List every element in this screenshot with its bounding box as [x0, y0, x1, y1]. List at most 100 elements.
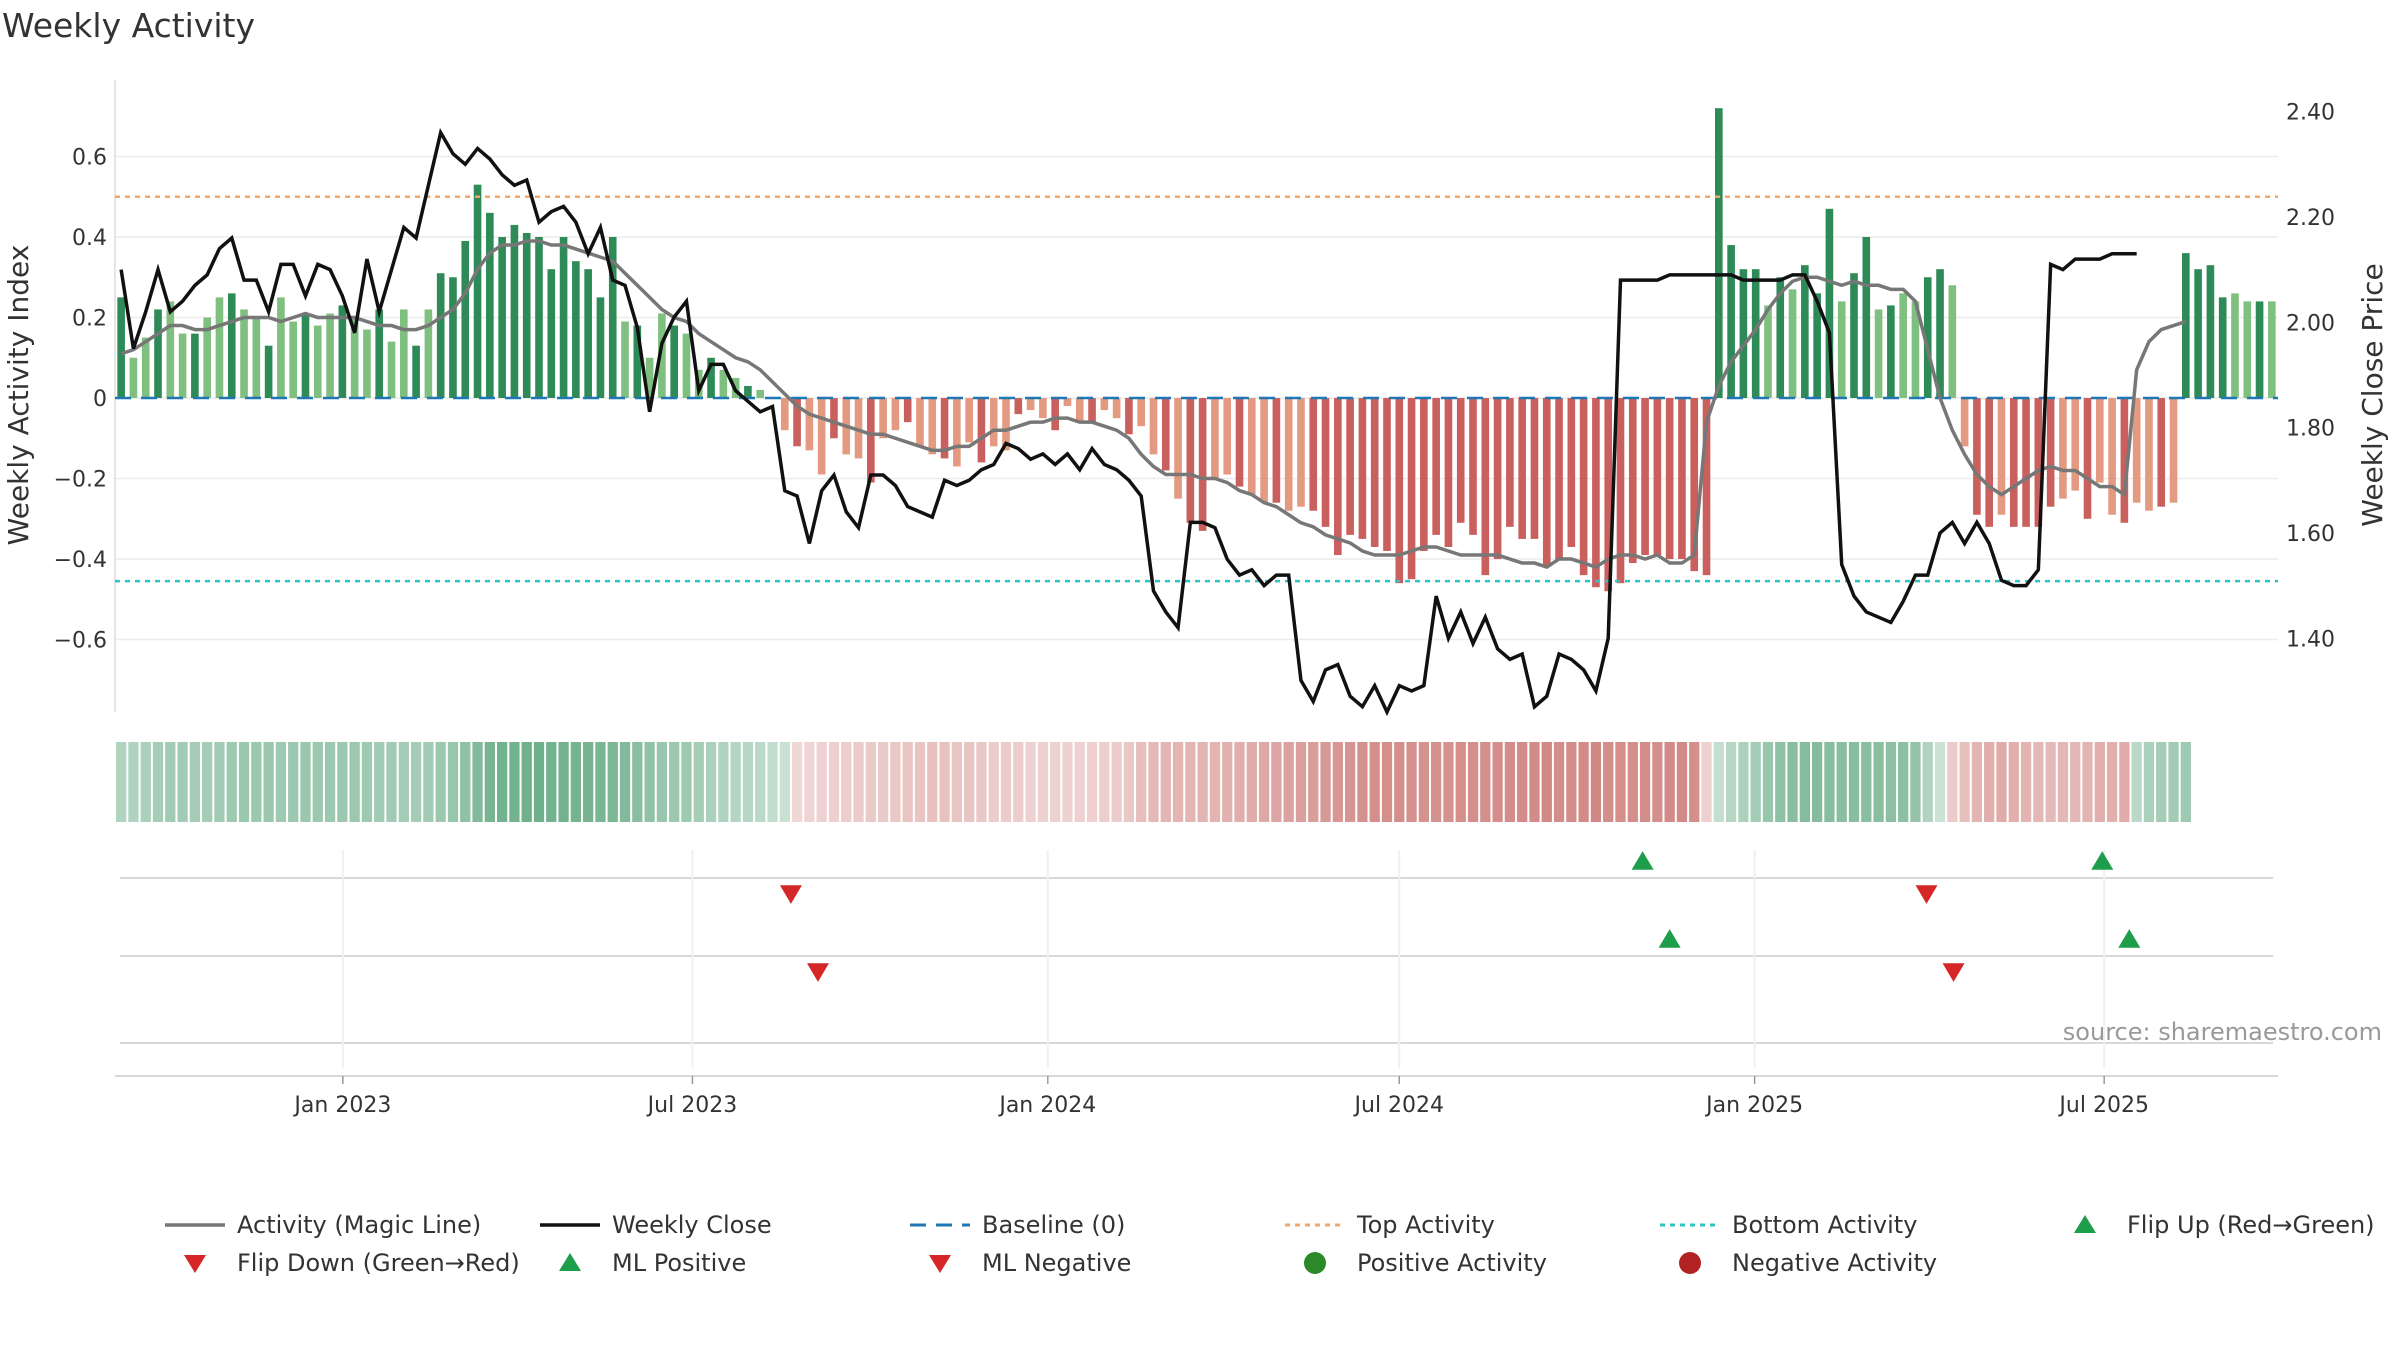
heat-cell [460, 742, 471, 822]
heat-cell [1689, 742, 1700, 822]
legend: Activity (Magic Line) Weekly Close Baselin… [165, 1211, 2375, 1277]
heat-cell [1467, 742, 1479, 822]
legend-label: Activity (Magic Line) [237, 1211, 481, 1239]
activity-bar [1112, 398, 1121, 419]
reference-lines [115, 195, 2278, 583]
heat-cell [1074, 742, 1085, 822]
heat-cell [1652, 742, 1663, 822]
heat-cell [1959, 742, 1970, 822]
heat-cell [312, 742, 323, 822]
x-tick-label: Jan 2023 [292, 1093, 391, 1118]
activity-bar [1776, 277, 1785, 399]
heat-cell [1172, 742, 1184, 822]
activity-bar [154, 309, 162, 399]
heat-cell [595, 742, 606, 822]
activity-bar [1862, 236, 1871, 399]
activity-bar [1899, 293, 1907, 399]
heat-cell [828, 742, 840, 822]
heat-cell [877, 742, 889, 822]
activity-bar [1837, 301, 1846, 399]
heat-cell [1246, 742, 1257, 822]
activity-bar [178, 333, 187, 399]
activity-bar [891, 398, 900, 431]
heat-cell [1603, 742, 1614, 822]
heat-cell [939, 742, 950, 822]
magic-line [120, 239, 2187, 570]
activity-bar [1063, 398, 1072, 407]
heat-cell [1615, 742, 1626, 822]
heat-cell [632, 742, 643, 822]
y-axis-right: 2.40 2.20 2.00 1.80 1.60 1.40 [2286, 101, 2335, 653]
activity-bar [1469, 398, 1477, 535]
heat-cell [1566, 742, 1577, 822]
activity-bar [522, 232, 531, 399]
heat-cell [1578, 742, 1589, 822]
heat-cell [214, 742, 225, 822]
activity-bar [830, 398, 838, 439]
activity-bar [1530, 398, 1539, 539]
activity-bar [1223, 398, 1232, 475]
heat-cell [570, 742, 582, 822]
y-tick-label: −0.6 [54, 629, 107, 654]
activity-bar [1481, 398, 1490, 576]
activity-bar [2059, 398, 2067, 499]
activity-bar [387, 341, 396, 399]
activity-bar [1161, 398, 1170, 471]
chart-title: Weekly Activity [2, 6, 256, 45]
heat-cell [398, 742, 409, 822]
activity-bar [486, 212, 494, 399]
activity-bar [1616, 398, 1625, 584]
activity-bar [2255, 301, 2264, 399]
heat-cell [890, 742, 901, 822]
x-axis: Jan 2023 Jul 2023 Jan 2024 Jul 2024 Jan 2025… [292, 1076, 2149, 1118]
activity-bar [1665, 398, 1674, 560]
activity-bar [2022, 398, 2030, 527]
heat-cell [1258, 742, 1270, 822]
activity-bar [2095, 398, 2104, 483]
heat-cell [853, 742, 864, 822]
activity-bar [2009, 398, 2018, 527]
activity-bar [277, 297, 285, 399]
legend-item: Flip Down (Green→Red) [184, 1249, 520, 1277]
activity-bar [1973, 398, 1981, 515]
activity-bar [449, 277, 457, 399]
heat-cell [1984, 742, 1995, 822]
legend-label: ML Positive [612, 1249, 746, 1277]
heat-cell [681, 742, 692, 822]
activity-bar [1444, 398, 1453, 547]
activity-bar [1407, 398, 1416, 580]
weekly-close-line [119, 127, 2137, 717]
heat-cell [730, 742, 741, 822]
activity-bar [645, 357, 654, 399]
activity-bar [1678, 398, 1686, 560]
activity-bar [240, 309, 248, 399]
activity-bar [1198, 398, 1207, 531]
heat-cell [128, 742, 139, 822]
heat-cell [1332, 742, 1343, 822]
activity-bar [572, 261, 580, 399]
legend-item: Flip Up (Red→Green) [2074, 1211, 2375, 1239]
activity-bar [1936, 269, 1944, 399]
activity-bar [621, 321, 629, 399]
legend-item: Positive Activity [1304, 1249, 1547, 1277]
heat-cell [607, 742, 618, 822]
heat-cell [1910, 742, 1921, 822]
activity-bar [1309, 398, 1318, 511]
activity-heat-strip [116, 742, 2191, 822]
activity-bar [1247, 398, 1256, 495]
heat-cell [1394, 742, 1405, 822]
heat-cell [1369, 742, 1380, 822]
activity-bar [129, 357, 138, 399]
activity-bar [1334, 398, 1342, 556]
heat-cell [1664, 742, 1675, 822]
activity-bar [1272, 398, 1281, 503]
activity-bar [1579, 398, 1588, 576]
activity-bar [1358, 398, 1367, 539]
activity-bar [338, 305, 347, 399]
heat-cell [1160, 742, 1171, 822]
heat-cell [1639, 742, 1651, 822]
activity-bar [203, 317, 211, 399]
y-tick-label: 0 [93, 387, 107, 412]
activity-bar [1493, 398, 1502, 560]
heat-cell [1541, 742, 1552, 822]
